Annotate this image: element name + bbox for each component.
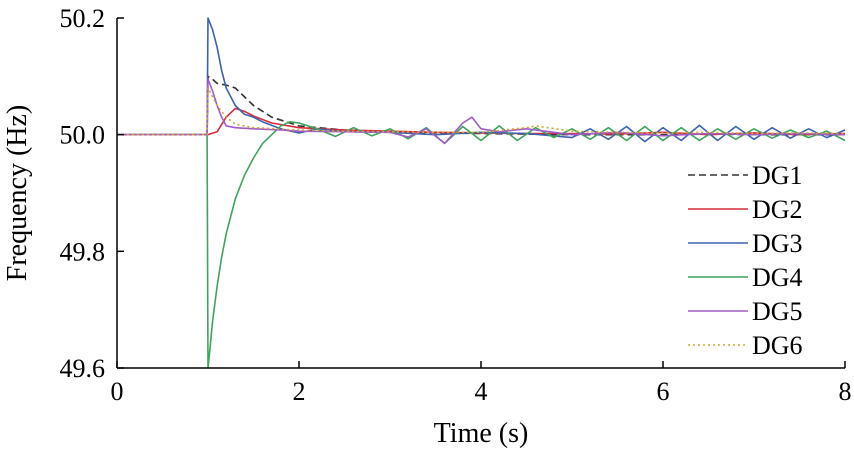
y-tick-label: 49.6 (60, 354, 106, 383)
series-line-dg3 (117, 17, 846, 143)
x-tick-label: 8 (839, 377, 852, 406)
x-axis-label: Time (s) (434, 418, 529, 449)
y-tick-label: 49.8 (60, 237, 106, 266)
ticks-layer: 0 2 4 6 8 49.6 49.8 50.0 50.2 (60, 4, 852, 406)
x-tick-label: 4 (475, 377, 488, 406)
y-tick-label: 50.0 (60, 121, 106, 150)
legend: DG1 DG2 DG3 DG4 DG5 DG6 (688, 161, 803, 360)
series-line-dg2 (117, 107, 846, 136)
legend-label-dg4: DG4 (752, 263, 803, 292)
x-tick-label: 0 (111, 377, 124, 406)
y-axis-label: Frequency (Hz) (2, 105, 33, 281)
legend-label-dg6: DG6 (752, 331, 803, 360)
y-tick-label: 50.2 (60, 4, 106, 33)
series-line-dg4 (117, 121, 846, 369)
axes-layer (116, 18, 845, 369)
x-tick-label: 6 (657, 377, 670, 406)
legend-label-dg1: DG1 (752, 161, 803, 190)
legend-label-dg3: DG3 (752, 229, 803, 258)
x-tick-label: 2 (293, 377, 306, 406)
series-line-dg6 (117, 87, 846, 136)
legend-label-dg5: DG5 (752, 297, 803, 326)
series-layer (117, 17, 846, 369)
legend-label-dg2: DG2 (752, 195, 803, 224)
series-line-dg5 (117, 78, 846, 145)
